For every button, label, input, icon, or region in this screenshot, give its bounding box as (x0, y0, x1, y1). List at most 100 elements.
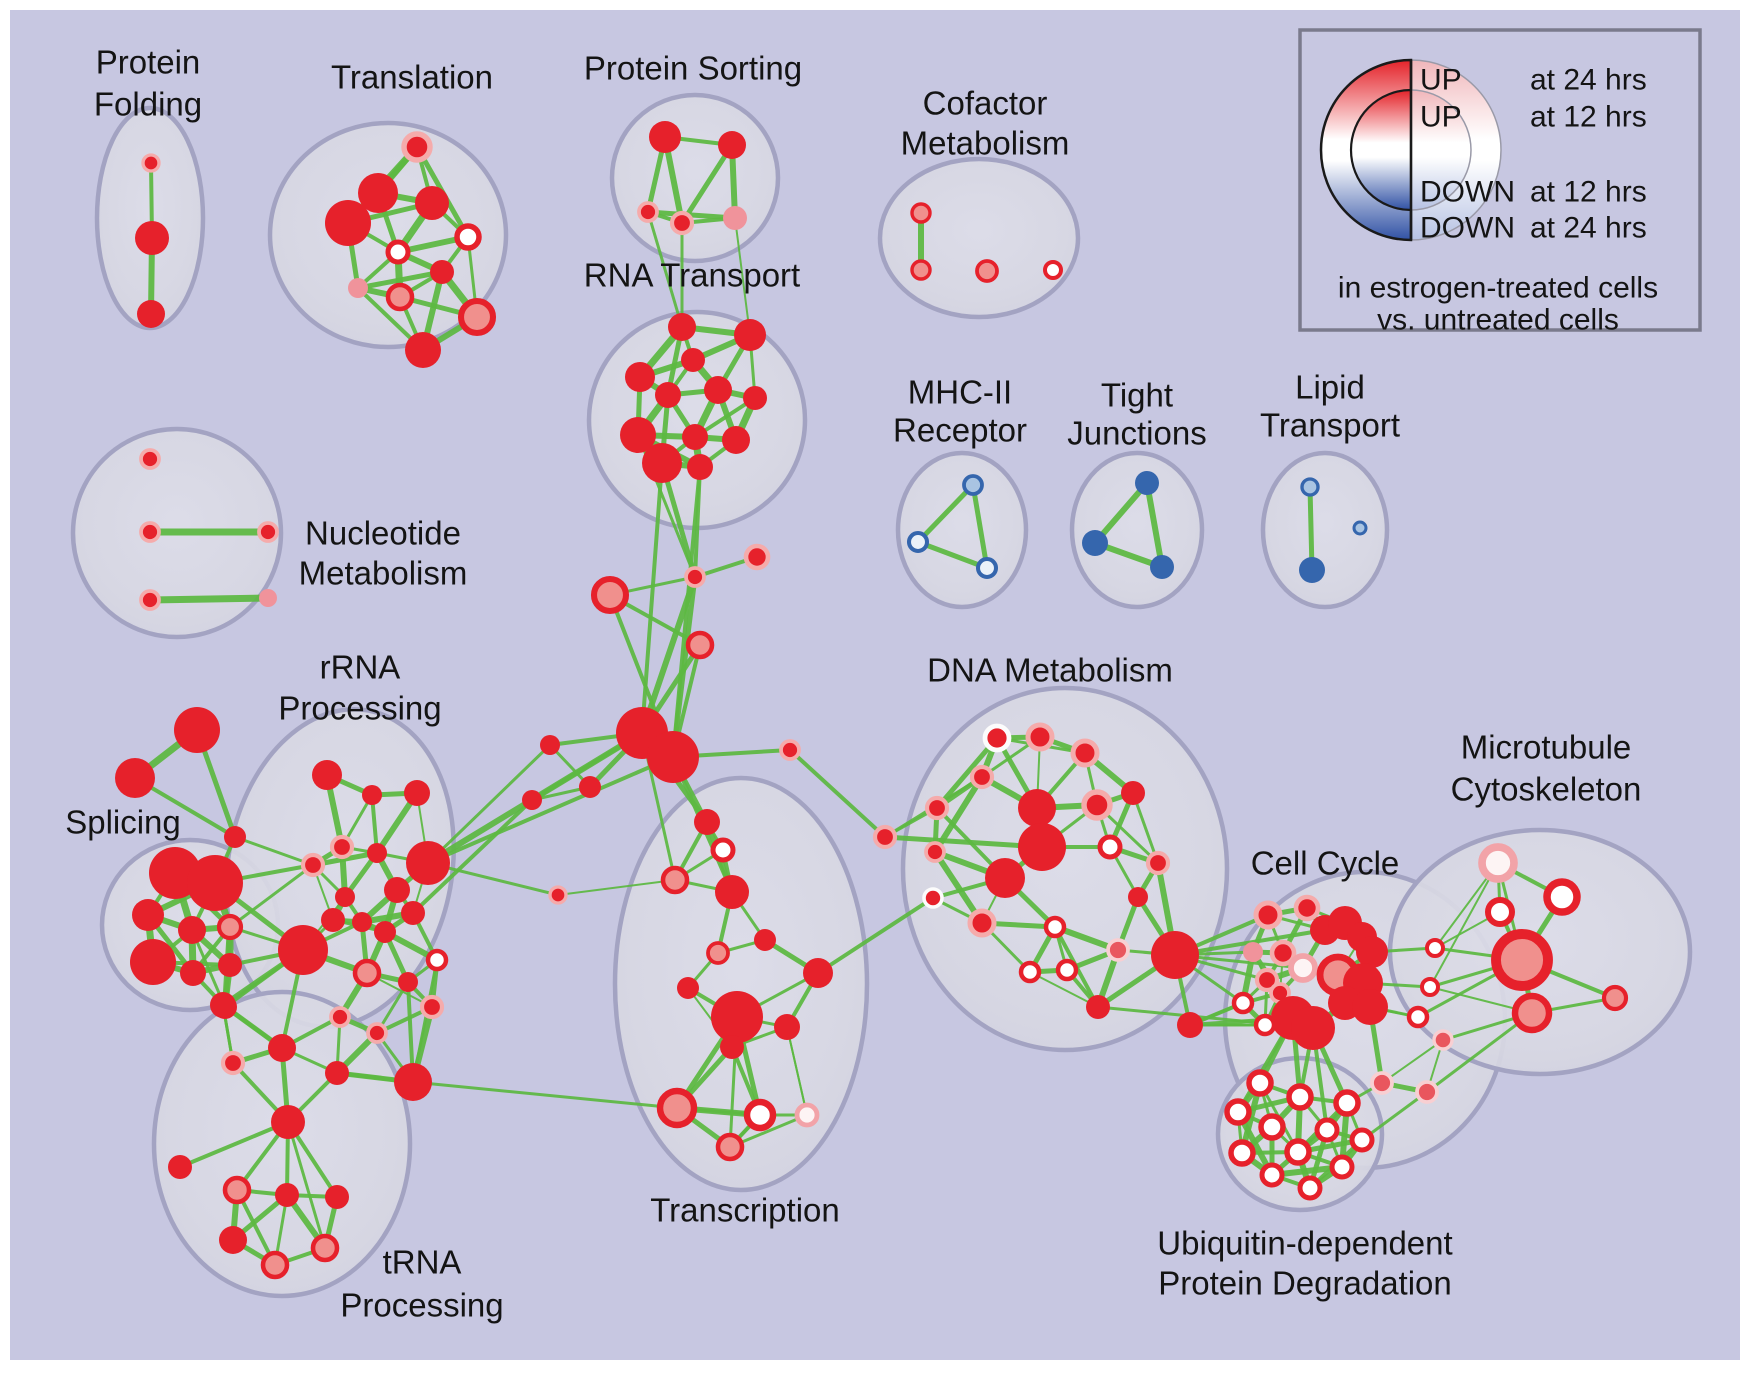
network-node (141, 153, 161, 173)
network-node (325, 200, 371, 246)
legend: UP at 24 hrs UP at 12 hrs DOWN at 12 hrs DOWN a… (1298, 28, 1702, 337)
network-node (1097, 834, 1123, 860)
network-node (401, 901, 425, 925)
network-node (975, 259, 999, 283)
network-node (924, 841, 946, 863)
network-edge (786, 1026, 808, 1116)
network-node (1352, 520, 1368, 536)
network-node (1086, 995, 1110, 1019)
network-node (271, 1105, 305, 1139)
network-node (1286, 1083, 1314, 1111)
network-node (180, 960, 206, 986)
network-node (218, 953, 242, 977)
network-node (404, 780, 430, 806)
network-edge (788, 748, 887, 839)
network-node (625, 362, 655, 392)
network-node (1293, 894, 1321, 922)
legend-direction-label: DOWN (1420, 212, 1515, 245)
network-node (1406, 1005, 1430, 1029)
network-node (268, 1034, 296, 1062)
network-node (642, 443, 682, 483)
network-node (982, 723, 1012, 753)
network-edge (679, 142, 735, 226)
network-node (710, 837, 736, 863)
cluster-label-ubiquitin-degradation: Ubiquitin-dependent (1157, 1225, 1452, 1262)
network-node (168, 1155, 192, 1179)
network-node (579, 776, 601, 798)
legend-time-label: at 24 hrs (1530, 212, 1647, 245)
network-node (352, 958, 382, 988)
network-node (137, 300, 165, 328)
network-node (743, 543, 771, 571)
network-node (668, 313, 696, 341)
network-node (685, 630, 715, 660)
cluster-label-rna-transport: RNA Transport (584, 257, 800, 294)
network-node (1018, 789, 1056, 827)
network-edge (178, 1120, 290, 1169)
network-node (187, 855, 243, 911)
network-edge (1425, 1011, 1534, 1094)
network-edge (646, 210, 684, 329)
network-node (715, 875, 749, 909)
network-node (1284, 1138, 1312, 1166)
network-edge (355, 269, 445, 291)
network-node (259, 589, 277, 607)
cluster-label-cell-cycle: Cell Cycle (1251, 845, 1400, 882)
network-node (1231, 991, 1255, 1015)
network-node (139, 589, 161, 611)
legend-direction-label: DOWN (1420, 176, 1515, 209)
network-node (220, 1050, 246, 1076)
cluster-label-tight-junctions: Junctions (1067, 415, 1206, 452)
network-node (1356, 936, 1388, 968)
legend-time-label: at 12 hrs (1530, 176, 1647, 209)
network-edge (1029, 971, 1099, 1008)
cluster-label-cofactor-metabolism: Cofactor (923, 85, 1048, 122)
cluster-ellipse-cofactor-metabolism (877, 156, 1081, 320)
network-edge (671, 465, 702, 759)
legend-footer-text: vs. untreated cells (1377, 304, 1619, 337)
network-node (1258, 1113, 1286, 1141)
cluster-label-lipid-transport: Lipid (1295, 369, 1365, 406)
network-node (430, 260, 454, 284)
network-node (794, 1102, 820, 1128)
network-node (1349, 1127, 1375, 1153)
cluster-ellipse-translation (267, 120, 509, 350)
network-node (1253, 900, 1283, 930)
network-node (394, 1063, 432, 1101)
network-node (257, 521, 279, 543)
network-node (1511, 992, 1553, 1034)
cluster-label-layer: Protein Folding Translation Protein Sorting… (65, 44, 1641, 1324)
network-node (694, 809, 720, 835)
network-node (1145, 850, 1171, 876)
network-node (312, 760, 342, 790)
cluster-ellipse-dna-metabolism (900, 685, 1230, 1053)
network-node (325, 1185, 349, 1209)
network-node (406, 841, 450, 885)
network-node (704, 376, 732, 404)
network-node (419, 994, 445, 1020)
network-node (1018, 960, 1042, 984)
network-node (734, 319, 766, 351)
network-node (415, 186, 449, 220)
network-node (962, 474, 984, 496)
cluster-label-rrna-processing: Processing (278, 690, 441, 727)
network-node (718, 131, 746, 159)
network-edge (1144, 480, 1165, 570)
network-node (743, 386, 767, 410)
network-edge (146, 594, 272, 604)
network-node (275, 1183, 299, 1207)
network-node (210, 992, 236, 1018)
network-node (1291, 1006, 1335, 1050)
network-node (637, 201, 659, 223)
network-edge (1360, 1090, 1429, 1142)
network-node (1370, 1071, 1394, 1095)
network-node (910, 202, 932, 224)
network-node (711, 991, 763, 1043)
network-edge (645, 209, 738, 221)
network-edge (882, 834, 1045, 850)
cluster-label-rrna-processing: rRNA (320, 649, 401, 686)
network-node (1299, 557, 1325, 583)
network-node (1025, 722, 1055, 752)
network-node (715, 1132, 745, 1162)
network-node (1333, 1089, 1361, 1117)
